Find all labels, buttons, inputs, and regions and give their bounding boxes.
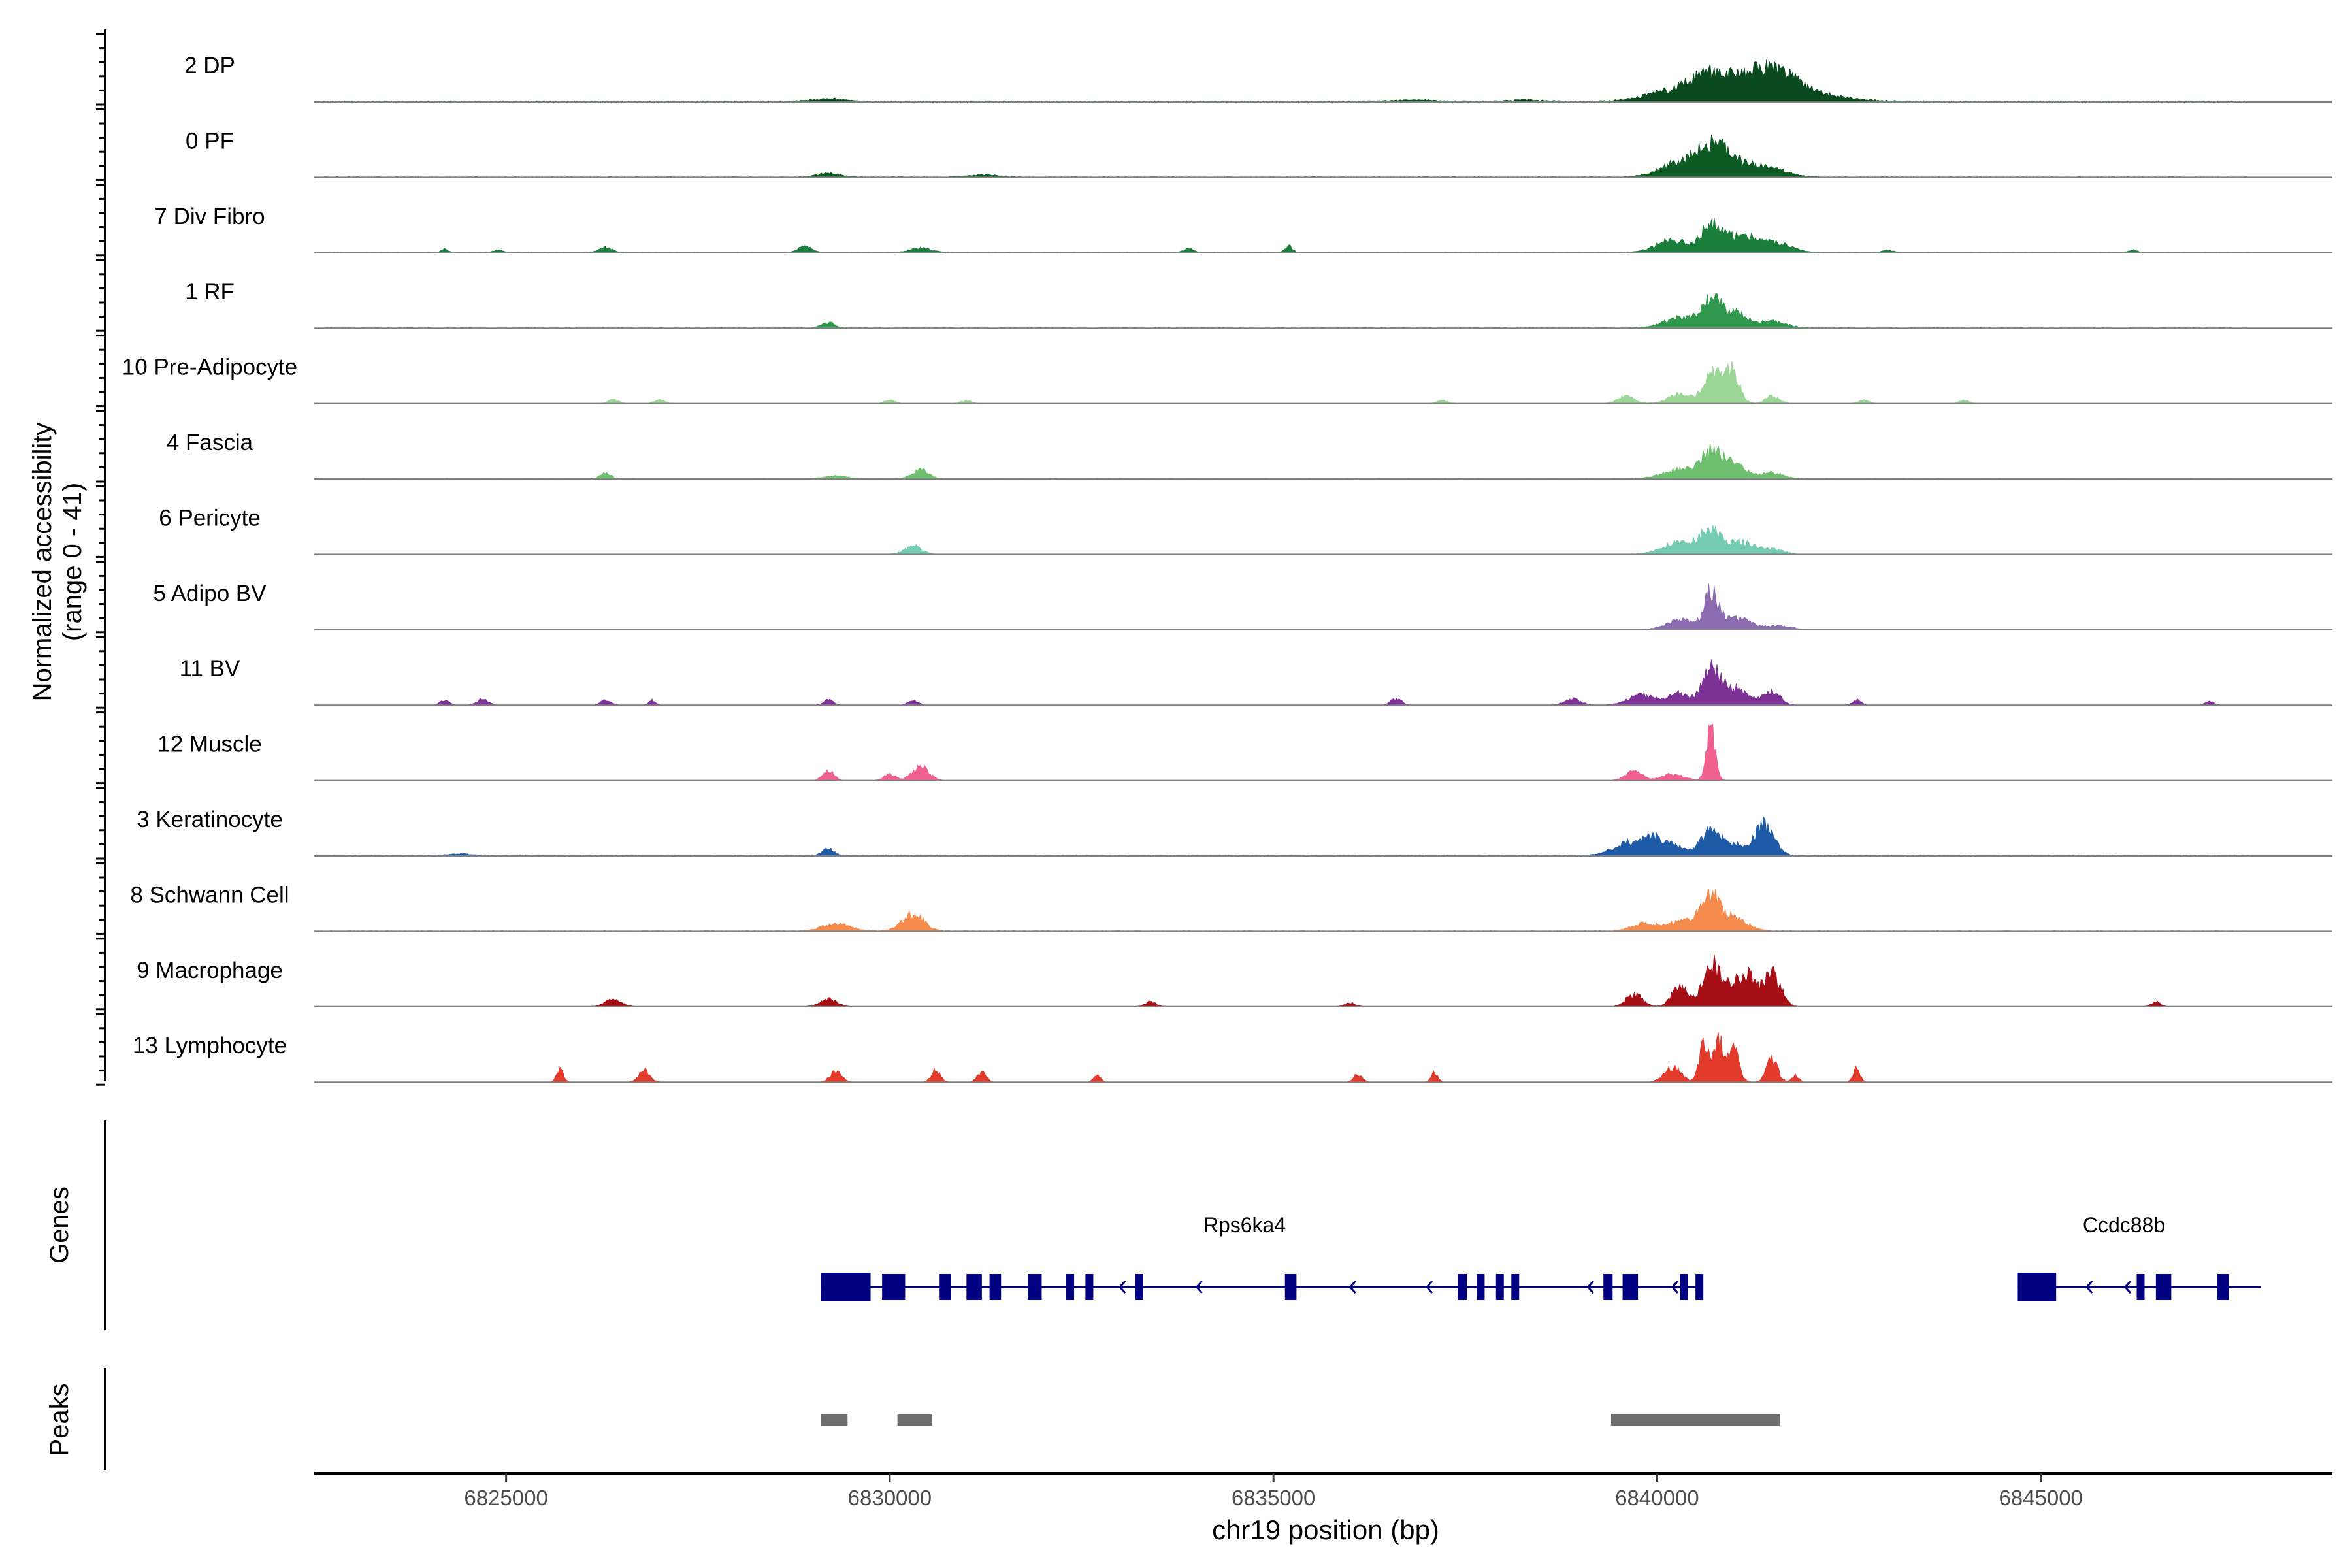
track-label: 8 Schwann Cell (130, 882, 289, 907)
x-axis-tick-label: 6845000 (1999, 1486, 2082, 1510)
coverage-area (314, 888, 2248, 932)
strand-arrow (1671, 1281, 1679, 1294)
gene-exon (2217, 1274, 2229, 1300)
track-12: 8 Schwann Cell (130, 882, 2332, 932)
gene-exon (1028, 1274, 1042, 1300)
track-label: 1 RF (185, 279, 235, 304)
track-10: 12 Muscle (157, 724, 2332, 781)
track-label: 12 Muscle (157, 732, 262, 757)
gene-Rps6ka4: Rps6ka4 (821, 1213, 1704, 1301)
x-axis-tick-label: 6835000 (1232, 1486, 1315, 1510)
gene-exon (1695, 1274, 1704, 1300)
gene-name: Rps6ka4 (1203, 1213, 1286, 1237)
strand-arrow (1195, 1281, 1203, 1294)
track-label: 11 BV (180, 656, 240, 681)
x-axis: 6825000 6830000 6835000 6840000 6845000 chr1… (314, 1472, 2332, 1545)
track-9: 11 BV (180, 656, 2332, 706)
genes-panel-label: Genes (45, 1186, 74, 1264)
y-axis-range-label: (range 0 - 41) (58, 483, 87, 641)
coverage-area (314, 218, 2249, 253)
gene-exon (1603, 1274, 1613, 1300)
x-axis-tick-label: 6825000 (464, 1486, 547, 1510)
peak-region (821, 1414, 848, 1426)
y-axis-label: Normalized accessibility (28, 423, 57, 702)
gene-exon (939, 1274, 951, 1300)
strand-arrow (2085, 1281, 2093, 1294)
gene-exon (882, 1274, 906, 1300)
track-label: 2 DP (184, 53, 235, 78)
gene-exon (2136, 1274, 2145, 1300)
track-label: 9 Macrophage (137, 958, 283, 983)
track-2: 0 PF (186, 128, 2332, 178)
peak-region (1610, 1414, 1780, 1426)
gene-Ccdc88b: Ccdc88b (2017, 1213, 2261, 1301)
gene-exon (1511, 1274, 1520, 1300)
x-axis-tick-label: 6830000 (848, 1486, 932, 1510)
track-7: 6 Pericyte (159, 505, 2332, 555)
peaks-panel: Peaks (45, 1368, 1780, 1470)
track-label: 13 Lymphocyte (133, 1033, 287, 1058)
gene-exon (2155, 1274, 2172, 1300)
gene-exon (966, 1274, 982, 1300)
strand-arrow (1119, 1281, 1126, 1294)
gene-exon (1680, 1274, 1688, 1300)
coverage-area (314, 293, 2248, 329)
track-6: 4 Fascia (167, 430, 2332, 480)
coverage-area (314, 816, 2249, 857)
gene-exon (1622, 1274, 1639, 1300)
track-label: 5 Adipo BV (153, 581, 267, 606)
peak-region (897, 1414, 932, 1426)
gene-exon (2017, 1273, 2057, 1301)
coverage-area (314, 135, 2248, 178)
gene-exon (1085, 1274, 1094, 1300)
gene-exon (821, 1273, 871, 1301)
strand-arrow (1586, 1281, 1594, 1294)
x-axis-label: chr19 position (bp) (1212, 1514, 1439, 1545)
coverage-area (314, 1032, 2248, 1083)
track-label: 7 Div Fibro (154, 204, 265, 229)
gene-exon (989, 1274, 1002, 1300)
track-11: 3 Keratinocyte (137, 807, 2332, 857)
coverage-area (314, 583, 2248, 630)
strand-arrow (2123, 1281, 2132, 1294)
genes-panel: Genes Rps6ka4 Ccdc88b (45, 1120, 2261, 1330)
coverage-area (314, 443, 2248, 480)
track-5: 10 Pre-Adipocyte (122, 355, 2332, 404)
track-label: 0 PF (186, 128, 234, 154)
coverage-tracks: 2 DP 0 PF 7 Div Fibro 1 RF 10 Pre-Adipocyte 4… (122, 53, 2332, 1083)
gene-exon (1066, 1274, 1075, 1300)
track-14: 13 Lymphocyte (133, 1032, 2332, 1083)
coverage-area (314, 954, 2248, 1007)
track-label: 6 Pericyte (159, 505, 261, 531)
track-label: 3 Keratinocyte (137, 807, 283, 832)
gene-name: Ccdc88b (2083, 1213, 2165, 1237)
peaks-panel-label: Peaks (45, 1383, 74, 1456)
coverage-area (314, 724, 2248, 781)
coverage-area (314, 659, 2248, 706)
coverage-area (314, 525, 2248, 555)
track-8: 5 Adipo BV (153, 581, 2332, 630)
strand-arrow (1426, 1281, 1433, 1294)
track-4: 1 RF (185, 279, 2332, 329)
x-axis-tick-label: 6840000 (1615, 1486, 1699, 1510)
gene-exon (1135, 1274, 1143, 1300)
coverage-area (314, 361, 2248, 404)
track-13: 9 Macrophage (137, 954, 2332, 1007)
track-label: 10 Pre-Adipocyte (122, 355, 297, 380)
y-axis-ticks (96, 29, 106, 1086)
track-3: 7 Div Fibro (154, 204, 2332, 253)
gene-exon (1477, 1274, 1485, 1300)
gene-exon (1458, 1274, 1467, 1300)
coverage-area (314, 59, 2248, 103)
gene-exon (1495, 1274, 1504, 1300)
y-axis-title: Normalized accessibility (range 0 - 41) (28, 423, 87, 702)
track-1: 2 DP (184, 53, 2332, 103)
track-label: 4 Fascia (167, 430, 253, 455)
strand-arrow (1348, 1281, 1356, 1294)
gene-exon (1284, 1274, 1297, 1300)
